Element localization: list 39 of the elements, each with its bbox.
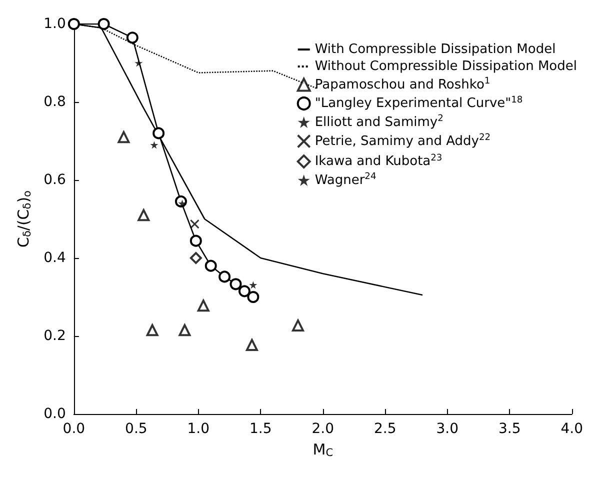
x-tick-label: 2.5 (374, 421, 396, 437)
y-tick-label: 0.8 (44, 94, 66, 110)
y-tick-label: 1.0 (44, 16, 66, 32)
y-tick-label: 0.0 (44, 406, 66, 422)
point (218, 270, 231, 283)
x-tick-label: 3.5 (498, 421, 521, 437)
point (138, 209, 150, 222)
point (190, 234, 202, 247)
point (178, 324, 191, 336)
point (118, 131, 130, 144)
x-tick-label: 0.5 (125, 421, 148, 437)
point (190, 219, 200, 229)
point (146, 324, 158, 336)
point (204, 260, 217, 272)
point (238, 285, 250, 298)
point (126, 32, 138, 44)
x-tick-label: 2.0 (312, 421, 334, 437)
point (292, 319, 304, 332)
x-tick-label: 3.0 (436, 421, 459, 437)
point (249, 281, 258, 289)
point (152, 127, 165, 140)
point (98, 18, 110, 30)
point (68, 18, 80, 30)
legend-label: With Compressible Dissipation Model (314, 42, 556, 57)
point (230, 278, 242, 290)
point (150, 141, 158, 149)
point (246, 338, 258, 351)
y-tick-label: 0.4 (44, 250, 66, 266)
y-axis-title: Cδ/(Cδ)o (14, 190, 34, 248)
x-tick-label: 0.0 (62, 421, 86, 437)
point (190, 252, 202, 264)
point (247, 291, 260, 303)
x-tick-label: 4.0 (560, 421, 583, 437)
x-tick-label: 1.0 (187, 421, 210, 437)
y-tick-label: 0.6 (44, 172, 66, 188)
y-tick-label: 0.2 (44, 328, 66, 344)
legend-label: Without Compressible Dissipation Model (314, 59, 578, 74)
point (197, 300, 210, 312)
x-tick-label: 1.5 (250, 421, 272, 437)
